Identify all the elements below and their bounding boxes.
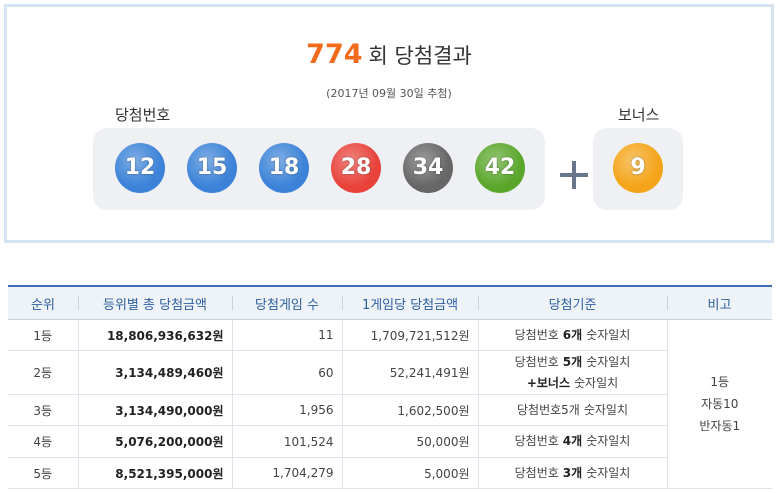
note-line: 반자동1 [699,419,741,433]
table-row: 5등 8,521,395,000원 1,704,279 5,000원 당첨번호 3개 숫자일… [8,457,772,489]
criteria: 당첨번호 5개 숫자일치 +보너스 숫자일치 [477,350,667,395]
criteria-line: 당첨번호 6개 숫자일치 [487,325,659,346]
criteria-part: 당첨번호 [514,354,559,369]
number-ball: 9 [613,143,663,193]
plus-icon [560,161,588,189]
winning-label: 당첨번호 [115,106,171,124]
prize-table: 순위 등위별 총 당첨금액 당첨게임 수 1게임당 당첨금액 당첨기준 비고 1등 18,8… [8,285,772,489]
numbers-panel: 12 15 18 28 34 42 [93,128,545,210]
number-ball: 42 [475,143,525,193]
criteria-part: 당첨번호 [514,327,559,342]
criteria-part: 4개 [562,434,583,448]
number-ball: 18 [259,143,309,193]
criteria-line: +보너스 숫자일치 [487,373,659,394]
criteria-line: 당첨번호 4개 숫자일치 [487,431,659,452]
rank: 4등 [8,425,78,458]
number-ball: 12 [115,143,165,193]
result-box: 774 회 당첨결과 (2017년 09월 30일 추첨) 당첨번호 보너스 12… [4,4,774,243]
criteria-part: 6개 [562,327,583,342]
criteria: 당첨번호 4개 숫자일치 [477,425,667,458]
column-header: 비고 [667,285,772,320]
round: 774 [306,39,363,70]
table-row: 1등 18,806,936,632원 11 1,709,721,512원 당첨번호 6개 숫… [8,319,772,489]
criteria-part: 숫자일치 [574,375,619,390]
table-body: 1등 18,806,936,632원 11 1,709,721,512원 당첨번호 6개 숫… [8,319,772,489]
note-line: 자동10 [701,397,739,411]
total-prize: 3,134,490,000원 [77,394,232,426]
total-prize: 3,134,489,460원 [77,350,232,395]
per-game-prize: 1,602,500원 [341,394,478,426]
number-ball: 28 [331,143,381,193]
rank: 2등 [8,350,78,395]
criteria-part: +보너스 [526,375,570,390]
total-prize: 18,806,936,632원 [77,319,232,351]
criteria-part: 숫자일치 [586,434,631,448]
criteria: 당첨번호5개 숫자일치 [477,394,667,426]
title-text: 회 당첨결과 [368,44,472,68]
table-row: 4등 5,076,200,000원 101,524 50,000원 당첨번호 4개 숫자일치 [8,425,772,458]
column-header: 1게임당 당첨금액 [342,285,478,320]
winner-count: 101,524 [231,425,342,458]
title: 774 회 당첨결과 [7,39,771,70]
per-game-prize: 52,241,491원 [341,350,478,395]
criteria-part: 당첨번호 [514,434,559,448]
criteria-part: 3개 [562,465,583,480]
criteria-part: 당첨번호 [514,465,559,480]
column-header: 당첨기준 [478,285,667,320]
number-ball: 15 [187,143,237,193]
per-game-prize: 50,000원 [341,425,478,458]
per-game-prize: 1,709,721,512원 [341,319,478,351]
winner-count: 11 [231,319,342,351]
winner-count: 60 [231,350,342,395]
winner-count: 1,704,279 [231,457,342,489]
rank: 5등 [8,457,78,489]
criteria-line: 당첨번호 3개 숫자일치 [487,463,659,484]
rank: 3등 [8,394,78,426]
per-game-prize: 5,000원 [341,457,478,489]
header-row: 순위 등위별 총 당첨금액 당첨게임 수 1게임당 당첨금액 당첨기준 비고 [8,285,772,320]
number-ball: 34 [403,143,453,193]
total-prize: 8,521,395,000원 [77,457,232,489]
criteria-part: 숫자일치 [586,327,631,342]
column-header: 당첨게임 수 [232,285,342,320]
table-row: 2등 3,134,489,460원 60 52,241,491원 당첨번호 5개 숫자일치 +… [8,350,772,395]
column-header: 순위 [8,285,78,320]
total-prize: 5,076,200,000원 [77,425,232,458]
criteria: 당첨번호 3개 숫자일치 [477,457,667,489]
rank: 1등 [8,319,78,351]
column-header: 등위별 총 당첨금액 [78,285,232,320]
criteria-part: 숫자일치 [586,465,631,480]
table-row: 3등 3,134,490,000원 1,956 1,602,500원 당첨번호5개 숫자일… [8,394,772,426]
criteria-part: 숫자일치 [586,354,631,369]
winner-count: 1,956 [231,394,342,426]
criteria-part: 당첨번호5개 [516,402,580,417]
bonus-panel: 9 [593,128,683,210]
draw-date: (2017년 09월 30일 추첨) [326,87,452,100]
criteria-part: 숫자일치 [583,402,628,417]
criteria: 당첨번호 6개 숫자일치 [477,319,667,351]
note-line: 1등 [710,375,730,389]
criteria-part: 5개 [562,354,583,369]
bonus-label: 보너스 [618,106,660,124]
